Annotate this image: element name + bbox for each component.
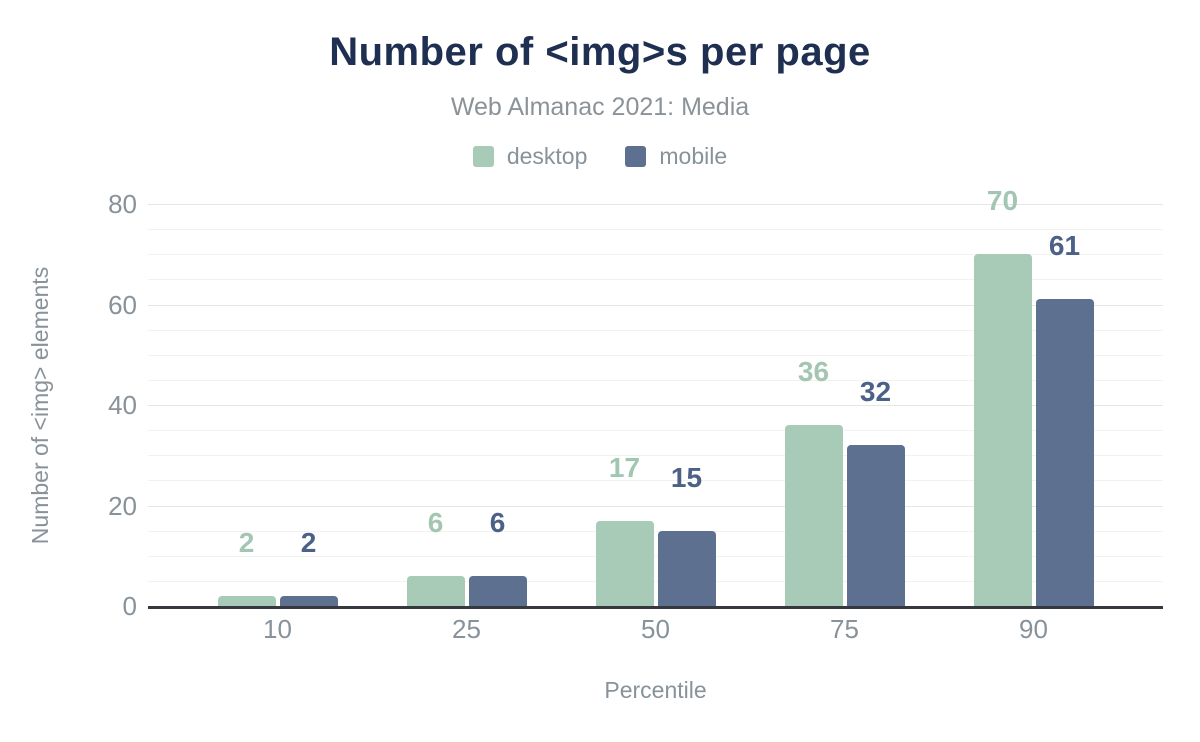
bar-value-label-desktop-p25: 6 (427, 506, 444, 538)
bar-mobile-p90 (1035, 299, 1094, 606)
gridline-minor (148, 555, 1163, 557)
gridline-major (148, 204, 1163, 205)
y-tick-20: 20 (108, 490, 137, 521)
gridline-minor (148, 354, 1163, 356)
y-tick-40: 40 (108, 390, 137, 420)
legend-item-desktop: desktop (472, 143, 588, 170)
y-tick-0: 0 (122, 591, 137, 621)
bar-value-label-mobile-p90: 61 (1048, 230, 1081, 262)
bar-value-label-mobile-p10: 2 (300, 526, 317, 558)
bar-mobile-p25 (468, 575, 527, 606)
bar-desktop-p50 (595, 520, 654, 606)
gridline-minor (148, 480, 1163, 482)
bar-value-label-desktop-p75: 36 (797, 356, 830, 388)
x-axis-title: Percentile (604, 677, 707, 703)
legend-label-desktop: desktop (506, 143, 588, 169)
y-axis-ticks: 0 20 40 60 80 (0, 189, 137, 621)
gridline-minor (148, 279, 1163, 281)
gridline-minor (148, 455, 1163, 457)
gridline-minor (148, 580, 1163, 582)
y-tick-80: 80 (108, 189, 137, 219)
bar-value-label-desktop-p90: 70 (986, 185, 1019, 217)
gridline-minor (148, 254, 1163, 256)
bar-mobile-p75 (846, 445, 905, 606)
bar-desktop-p90 (973, 254, 1032, 606)
gridline-minor (148, 329, 1163, 331)
bar-value-label-mobile-p75: 32 (859, 376, 892, 408)
x-tick-50: 50 (641, 614, 670, 644)
bar-mobile-p10 (279, 595, 338, 606)
legend-swatch-mobile-icon (625, 146, 647, 167)
legend-item-mobile: mobile (625, 143, 727, 170)
x-tick-10: 10 (263, 614, 292, 644)
gridline-minor (148, 379, 1163, 381)
x-tick-25: 25 (452, 614, 481, 644)
bar-value-label-desktop-p10: 2 (238, 526, 255, 558)
gridline-major (148, 405, 1163, 406)
bar-mobile-p50 (657, 530, 716, 606)
bar-value-label-mobile-p50: 15 (670, 461, 703, 493)
bar-desktop-p25 (406, 575, 465, 606)
gridline-major (148, 304, 1163, 306)
chart-title: Number of <img>s per page (329, 30, 871, 74)
bar-desktop-p10 (217, 595, 276, 606)
plot-area: 2 2 6 6 17 15 36 32 70 61 (148, 186, 1163, 609)
x-axis-ticks: 10 25 50 75 90 (148, 615, 1163, 645)
gridline-minor (148, 530, 1163, 532)
gridline-minor (148, 430, 1163, 432)
legend-label-mobile: mobile (659, 143, 728, 169)
legend-swatch-desktop-icon (472, 146, 494, 167)
legend: desktop mobile (0, 143, 1200, 170)
gridline-major (148, 505, 1163, 507)
y-tick-60: 60 (108, 289, 137, 320)
x-tick-75: 75 (830, 614, 859, 644)
bar-desktop-p75 (784, 425, 843, 606)
bar-value-label-desktop-p50: 17 (608, 451, 641, 483)
bar-value-label-mobile-p25: 6 (489, 506, 506, 538)
x-tick-90: 90 (1019, 614, 1048, 644)
gridline-minor (148, 229, 1163, 231)
chart-subtitle: Web Almanac 2021: Media (450, 93, 750, 121)
